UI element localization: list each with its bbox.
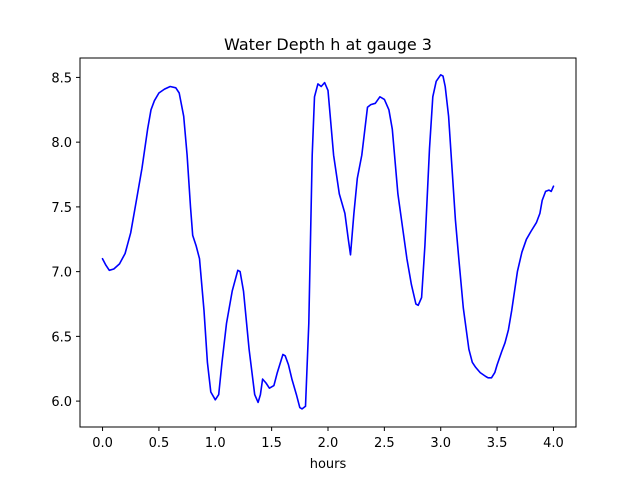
chart-title: Water Depth h at gauge 3 [224,35,432,54]
x-tick-label: 2.5 [374,436,395,451]
x-tick-label: 0.0 [92,436,113,451]
water-depth-series-line [101,74,555,410]
y-axis-ticks: 6.0 6.5 7.0 7.5 8.0 8.5 [51,71,80,410]
x-axis-label: hours [310,457,347,472]
x-tick-label: 3.0 [430,436,451,451]
y-tick-label: 7.0 [51,266,72,281]
x-tick-label: 4.0 [543,436,564,451]
x-tick-label: 0.5 [149,436,170,451]
x-tick-label: 1.5 [261,436,282,451]
x-axis-ticks: 0.0 0.5 1.0 1.5 2.0 2.5 3.0 3.5 4.0 [92,427,564,451]
y-tick-label: 6.5 [51,330,72,345]
axes-frame [79,57,577,428]
y-tick-label: 8.5 [51,71,72,86]
y-tick-label: 7.5 [51,201,72,216]
plot-area [101,74,555,410]
x-tick-label: 3.5 [487,436,508,451]
x-tick-label: 1.0 [205,436,226,451]
x-tick-label: 2.0 [318,436,339,451]
y-tick-label: 8.0 [51,136,72,151]
y-tick-label: 6.0 [51,395,72,410]
